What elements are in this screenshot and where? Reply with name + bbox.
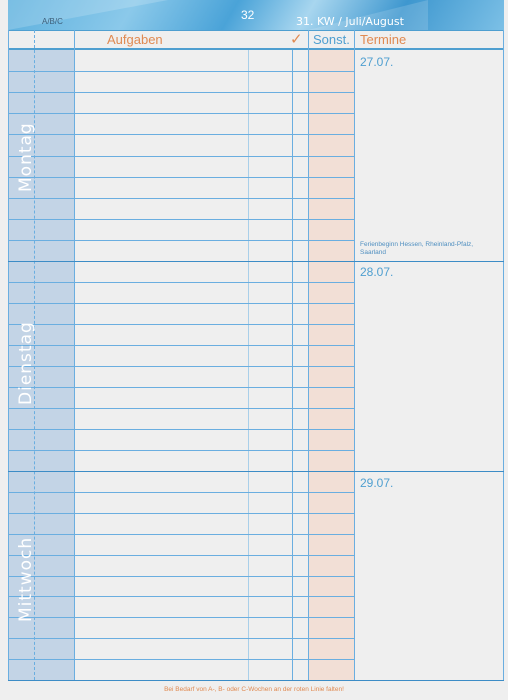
column-header-sonst: Sonst. <box>313 32 350 47</box>
date-dienstag: 28.07. <box>360 265 394 279</box>
row-line <box>8 134 354 135</box>
abc-week-label: A/B/C <box>42 17 63 26</box>
row-line <box>8 408 354 409</box>
column-header-aufgaben: Aufgaben <box>107 32 163 47</box>
fold-line <box>34 30 35 680</box>
row-line <box>8 492 354 493</box>
day-separator <box>8 471 504 472</box>
row-line <box>8 156 354 157</box>
header-banner <box>8 0 504 30</box>
abc-column <box>8 50 74 680</box>
row-line <box>8 345 354 346</box>
row-line <box>8 324 354 325</box>
grid-line <box>74 30 75 680</box>
row-line <box>8 71 354 72</box>
row-line <box>8 659 354 660</box>
banner-decoration <box>308 0 428 30</box>
grid-line <box>503 30 504 680</box>
row-line <box>8 366 354 367</box>
grid-line <box>8 30 9 680</box>
sonst-column <box>309 50 354 680</box>
calendar-week-label: 31. KW / Juli/August <box>296 15 404 28</box>
holiday-note: Ferienbeginn Hessen, Rheinland-Pfalz, Sa… <box>360 241 474 256</box>
row-line <box>8 387 354 388</box>
row-line <box>8 219 354 220</box>
day-separator <box>8 680 504 681</box>
grid-line <box>248 50 249 680</box>
day-name-montag: Montag <box>16 122 36 192</box>
column-header-termine: Termine <box>360 32 407 47</box>
row-line <box>8 534 354 535</box>
grid-line <box>308 30 309 680</box>
row-line <box>8 596 354 597</box>
banner-decoration <box>8 0 168 30</box>
row-line <box>8 429 354 430</box>
row-line <box>8 617 354 618</box>
row-line <box>8 638 354 639</box>
row-line <box>8 576 354 577</box>
day-name-mittwoch: Mittwoch <box>16 536 36 622</box>
row-line <box>8 303 354 304</box>
row-line <box>8 282 354 283</box>
row-line <box>8 92 354 93</box>
week-number: 32 <box>241 8 255 22</box>
row-line <box>8 177 354 178</box>
column-header-row <box>8 30 504 50</box>
date-mittwoch: 29.07. <box>360 476 394 490</box>
row-line <box>8 513 354 514</box>
row-line <box>8 198 354 199</box>
grid-line <box>292 50 293 680</box>
row-line <box>8 240 354 241</box>
date-montag: 27.07. <box>360 55 394 69</box>
row-line <box>8 555 354 556</box>
row-line <box>8 450 354 451</box>
row-line <box>8 113 354 114</box>
day-name-dienstag: Dienstag <box>16 321 36 405</box>
grid-line <box>354 30 355 680</box>
checkmark-icon: ✓ <box>290 31 303 48</box>
footer-note: Bei Bedarf von A-, B- oder C-Wochen an d… <box>164 686 344 693</box>
day-separator <box>8 261 504 262</box>
